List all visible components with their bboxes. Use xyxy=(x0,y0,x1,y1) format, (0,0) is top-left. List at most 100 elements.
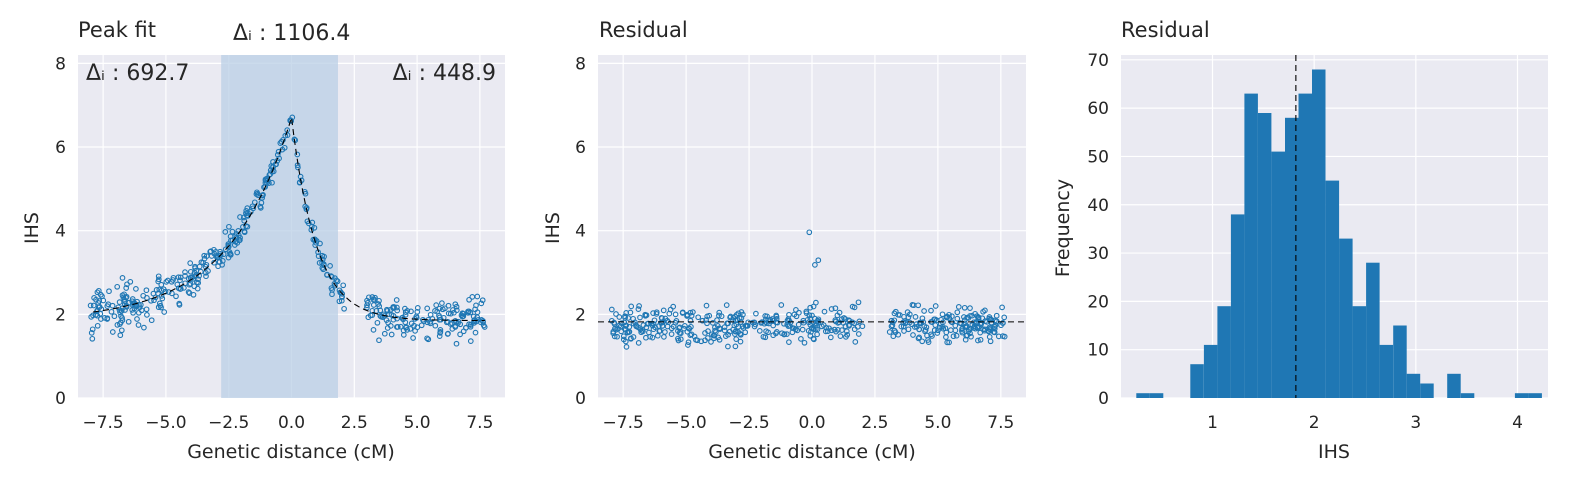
histogram-bar xyxy=(1136,393,1150,398)
data-point xyxy=(336,287,343,294)
data-point xyxy=(109,302,116,309)
y-tick-label: 40 xyxy=(1087,196,1109,216)
data-point xyxy=(650,310,656,316)
peak-fit-x-ticks: −7.5 −5.0 −2.5 0.0 2.5 5.0 7.5 xyxy=(82,413,493,433)
histogram-bar xyxy=(1379,344,1394,398)
data-point xyxy=(611,319,617,326)
data-point xyxy=(366,294,372,301)
data-point xyxy=(733,312,740,318)
data-point xyxy=(243,207,250,214)
data-point xyxy=(732,343,739,350)
data-point xyxy=(294,151,301,158)
data-point xyxy=(987,338,994,345)
data-point xyxy=(327,263,333,269)
data-point xyxy=(148,297,154,304)
data-point xyxy=(467,338,474,344)
data-point xyxy=(708,339,714,345)
data-point xyxy=(635,340,642,346)
data-point xyxy=(111,313,118,320)
data-point xyxy=(965,328,972,335)
data-point xyxy=(274,151,281,158)
data-point xyxy=(266,180,272,186)
data-point xyxy=(798,336,804,342)
data-point xyxy=(123,285,130,291)
data-point xyxy=(656,328,663,334)
data-point xyxy=(203,273,209,280)
data-point xyxy=(774,319,781,326)
data-point xyxy=(842,316,849,322)
data-point xyxy=(950,333,957,340)
data-point xyxy=(684,328,691,335)
data-point xyxy=(161,309,168,315)
data-point xyxy=(471,318,477,325)
data-point xyxy=(681,325,687,332)
y-tick-label: 10 xyxy=(1087,341,1109,361)
data-point xyxy=(365,314,372,321)
data-point xyxy=(623,310,630,316)
data-point xyxy=(284,132,291,138)
data-point xyxy=(158,304,164,311)
data-point xyxy=(738,309,745,315)
data-point xyxy=(959,328,965,334)
data-point xyxy=(735,329,742,335)
y-tick-label: 6 xyxy=(575,138,586,158)
data-point xyxy=(96,304,103,310)
data-point xyxy=(108,308,115,315)
residual-scatter-y-ticks: 0 2 4 6 8 xyxy=(575,54,586,409)
data-point xyxy=(725,331,731,338)
histogram-bar xyxy=(1271,151,1285,398)
data-point xyxy=(957,320,963,326)
data-point xyxy=(433,302,440,308)
data-point xyxy=(174,281,181,288)
data-point xyxy=(616,314,623,320)
data-point xyxy=(892,329,899,336)
data-point xyxy=(370,327,377,333)
data-point xyxy=(182,269,188,275)
x-tick-label: −7.5 xyxy=(82,413,123,433)
data-point xyxy=(135,322,142,328)
data-point xyxy=(921,308,927,314)
data-point xyxy=(437,327,444,333)
data-point xyxy=(397,323,404,330)
data-point xyxy=(919,338,926,345)
histogram-bar xyxy=(1406,373,1421,398)
data-point xyxy=(668,325,675,332)
data-point xyxy=(134,316,140,322)
residual-histogram-panel: 1 2 3 4 0 10 20 30 40 50 60 70 Residual IHS Freque… xyxy=(1052,18,1548,463)
data-point xyxy=(811,336,817,343)
data-point xyxy=(201,255,208,262)
data-point xyxy=(158,281,165,288)
annotation-left-delta: Δᵢ : 692.7 xyxy=(86,61,189,86)
data-point xyxy=(928,307,934,314)
data-point xyxy=(645,320,652,327)
data-point xyxy=(977,336,984,343)
data-point xyxy=(635,306,642,312)
data-point xyxy=(803,310,810,316)
data-point xyxy=(296,179,303,186)
x-tick-label: −7.5 xyxy=(603,413,644,433)
data-point xyxy=(844,331,851,338)
data-point xyxy=(704,320,710,327)
data-point xyxy=(822,328,829,335)
data-point xyxy=(451,309,457,316)
annotation-right-delta: Δᵢ : 448.9 xyxy=(393,61,496,86)
data-point xyxy=(465,309,471,316)
data-point xyxy=(143,287,150,294)
data-point xyxy=(376,303,383,310)
data-point xyxy=(173,293,179,300)
data-point xyxy=(340,282,347,289)
data-point xyxy=(234,240,241,246)
y-tick-label: 60 xyxy=(1087,99,1109,119)
data-point xyxy=(630,334,637,340)
data-point xyxy=(432,322,439,329)
data-point xyxy=(677,330,684,337)
data-point xyxy=(813,299,819,306)
data-point xyxy=(453,340,460,347)
data-point xyxy=(975,337,981,344)
data-point xyxy=(835,327,841,333)
data-point xyxy=(613,311,619,317)
data-point xyxy=(991,324,998,330)
x-tick-label: 1 xyxy=(1207,413,1218,433)
data-point xyxy=(765,329,771,336)
